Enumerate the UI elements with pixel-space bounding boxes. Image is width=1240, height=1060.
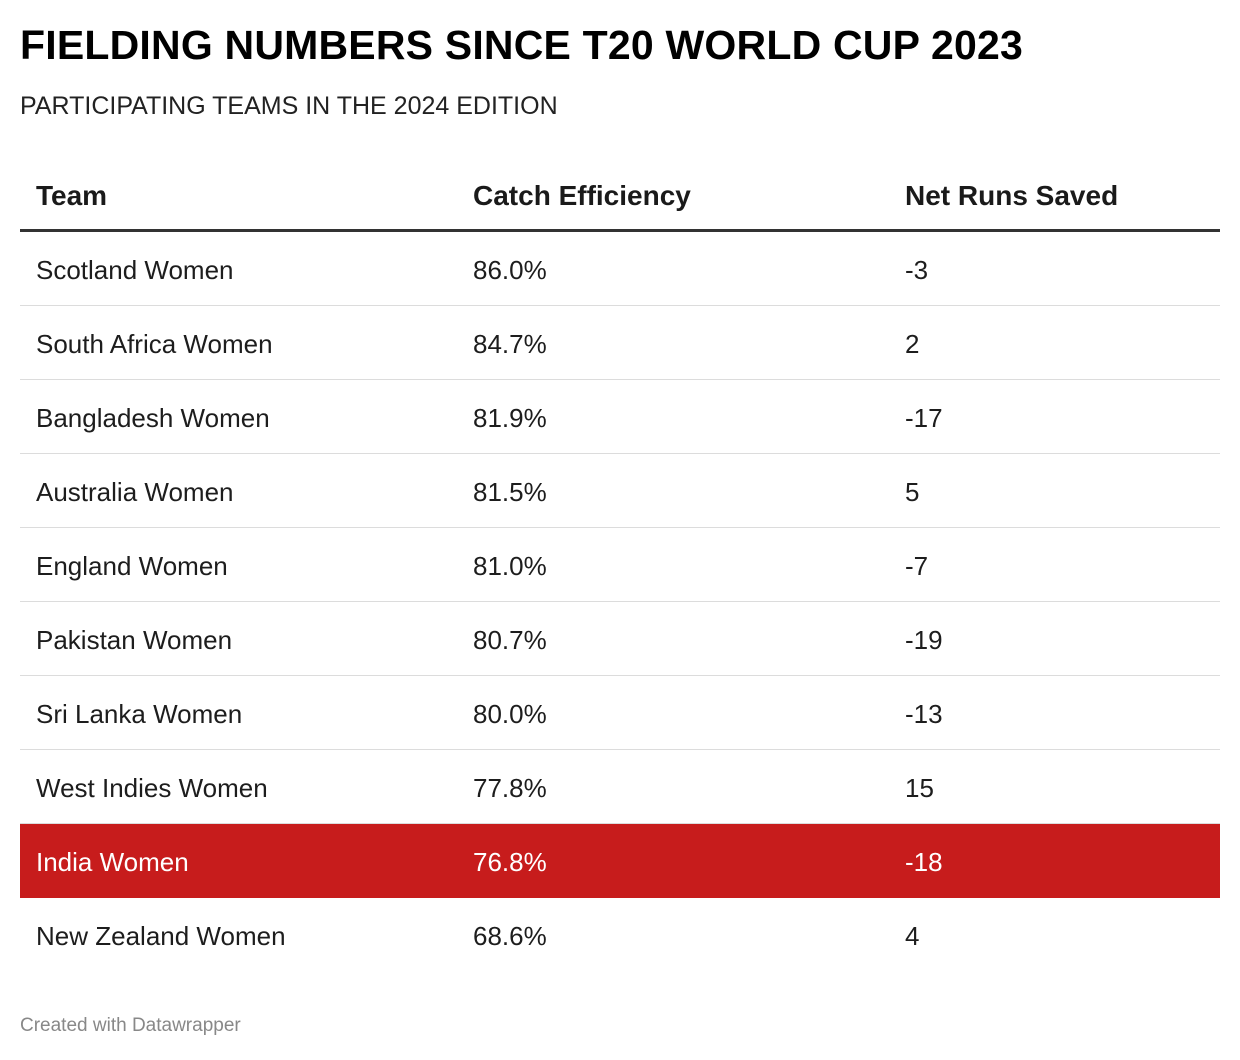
table-row: Sri Lanka Women 80.0% -13 <box>20 676 1220 750</box>
team-cell: New Zealand Women <box>36 921 286 951</box>
table-row: West Indies Women 77.8% 15 <box>20 750 1220 824</box>
data-table: Team Catch Efficiency Net Runs Saved Sco… <box>20 160 1220 972</box>
table-row-highlighted: India Women 76.8% -18 <box>20 824 1220 898</box>
column-header-catch-efficiency[interactable]: Catch Efficiency <box>473 180 691 211</box>
team-cell: Australia Women <box>36 477 234 507</box>
catch-efficiency-cell: 86.0% <box>473 255 547 285</box>
net-runs-saved-cell: 15 <box>905 773 934 803</box>
net-runs-saved-cell: 2 <box>905 329 920 359</box>
table-row: New Zealand Women 68.6% 4 <box>20 898 1220 972</box>
catch-efficiency-cell: 77.8% <box>473 773 547 803</box>
catch-efficiency-cell: 80.0% <box>473 699 547 729</box>
catch-efficiency-cell: 81.5% <box>473 477 547 507</box>
team-cell: Sri Lanka Women <box>36 699 243 729</box>
chart-subtitle: PARTICIPATING TEAMS IN THE 2024 EDITION <box>20 92 558 120</box>
net-runs-saved-cell: 5 <box>905 477 920 507</box>
net-runs-saved-cell: -7 <box>905 551 929 581</box>
catch-efficiency-cell: 84.7% <box>473 329 547 359</box>
net-runs-saved-cell: 4 <box>905 921 920 951</box>
datawrapper-credit[interactable]: Created with Datawrapper <box>20 1015 241 1036</box>
table-row: Bangladesh Women 81.9% -17 <box>20 380 1220 454</box>
catch-efficiency-cell: 76.8% <box>473 847 547 877</box>
net-runs-saved-cell: -18 <box>905 847 943 877</box>
net-runs-saved-cell: -17 <box>905 403 943 433</box>
team-cell: Pakistan Women <box>36 625 233 655</box>
catch-efficiency-cell: 80.7% <box>473 625 547 655</box>
table-row: Australia Women 81.5% 5 <box>20 454 1220 528</box>
table-row: Scotland Women 86.0% -3 <box>20 232 1220 306</box>
team-cell: Bangladesh Women <box>36 403 270 433</box>
column-header-team[interactable]: Team <box>36 180 108 211</box>
chart-title: FIELDING NUMBERS SINCE T20 WORLD CUP 202… <box>20 22 1023 68</box>
catch-efficiency-cell: 68.6% <box>473 921 547 951</box>
catch-efficiency-cell: 81.0% <box>473 551 547 581</box>
table-row: England Women 81.0% -7 <box>20 528 1220 602</box>
net-runs-saved-cell: -3 <box>905 255 929 285</box>
column-header-net-runs-saved[interactable]: Net Runs Saved <box>905 180 1119 211</box>
catch-efficiency-cell: 81.9% <box>473 403 547 433</box>
team-cell: England Women <box>36 551 228 581</box>
net-runs-saved-cell: -19 <box>905 625 943 655</box>
table-row: South Africa Women 84.7% 2 <box>20 306 1220 380</box>
table-body: Scotland Women 86.0% -3 South Africa Women 8… <box>20 232 1220 972</box>
team-cell: India Women <box>36 847 189 877</box>
team-cell: South Africa Women <box>36 329 273 359</box>
team-cell: Scotland Women <box>36 255 234 285</box>
team-cell: West Indies Women <box>36 773 268 803</box>
table-row: Pakistan Women 80.7% -19 <box>20 602 1220 676</box>
table-header-row: Team Catch Efficiency Net Runs Saved <box>20 160 1220 232</box>
net-runs-saved-cell: -13 <box>905 699 943 729</box>
